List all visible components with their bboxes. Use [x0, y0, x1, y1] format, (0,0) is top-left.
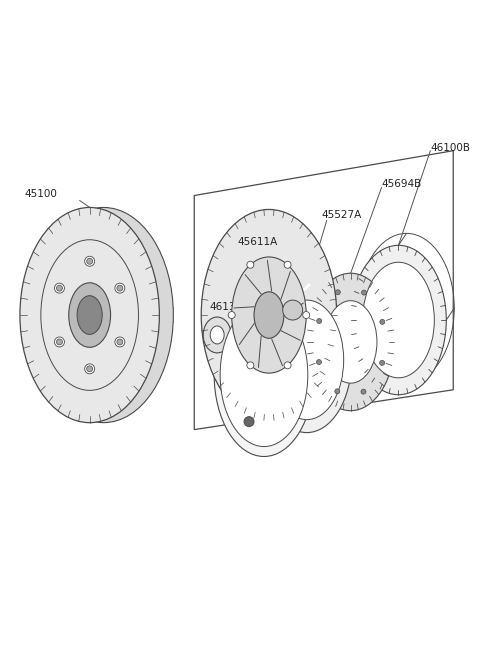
Ellipse shape: [87, 258, 93, 264]
Ellipse shape: [283, 300, 302, 320]
Text: 45100: 45100: [25, 189, 58, 198]
Text: 45694B: 45694B: [382, 179, 422, 189]
Ellipse shape: [232, 257, 306, 373]
Ellipse shape: [284, 261, 291, 269]
Ellipse shape: [284, 362, 291, 369]
Ellipse shape: [307, 273, 395, 411]
Text: 1140FN: 1140FN: [245, 422, 285, 432]
Ellipse shape: [335, 389, 340, 394]
Ellipse shape: [247, 362, 254, 369]
Ellipse shape: [351, 246, 446, 395]
Ellipse shape: [254, 292, 284, 338]
Ellipse shape: [203, 317, 231, 353]
Ellipse shape: [87, 366, 93, 372]
Ellipse shape: [362, 262, 434, 378]
Ellipse shape: [117, 339, 123, 345]
Ellipse shape: [201, 210, 336, 421]
Ellipse shape: [34, 208, 173, 422]
Ellipse shape: [57, 339, 62, 345]
Ellipse shape: [84, 364, 95, 374]
Ellipse shape: [54, 283, 64, 293]
Ellipse shape: [324, 301, 377, 383]
Ellipse shape: [303, 312, 310, 318]
Ellipse shape: [361, 389, 366, 394]
Ellipse shape: [210, 326, 224, 344]
Ellipse shape: [380, 360, 384, 365]
Ellipse shape: [317, 318, 322, 324]
Text: 45527A: 45527A: [322, 210, 362, 221]
Ellipse shape: [57, 285, 62, 291]
Ellipse shape: [214, 293, 314, 457]
Ellipse shape: [247, 261, 254, 269]
Ellipse shape: [380, 320, 385, 324]
Text: 45611A: 45611A: [237, 237, 277, 248]
Ellipse shape: [220, 303, 308, 447]
Ellipse shape: [69, 283, 110, 347]
Ellipse shape: [316, 360, 322, 365]
Ellipse shape: [77, 295, 102, 335]
Ellipse shape: [336, 290, 340, 295]
Ellipse shape: [262, 287, 352, 432]
Ellipse shape: [54, 337, 64, 347]
Ellipse shape: [117, 285, 123, 291]
Ellipse shape: [228, 312, 235, 318]
Ellipse shape: [84, 256, 95, 266]
Text: 46130: 46130: [209, 302, 242, 312]
Ellipse shape: [115, 283, 125, 293]
Ellipse shape: [361, 290, 367, 295]
Ellipse shape: [270, 300, 344, 420]
Ellipse shape: [115, 337, 125, 347]
Ellipse shape: [20, 208, 159, 422]
Ellipse shape: [244, 417, 254, 426]
Text: 46100B: 46100B: [431, 143, 470, 153]
